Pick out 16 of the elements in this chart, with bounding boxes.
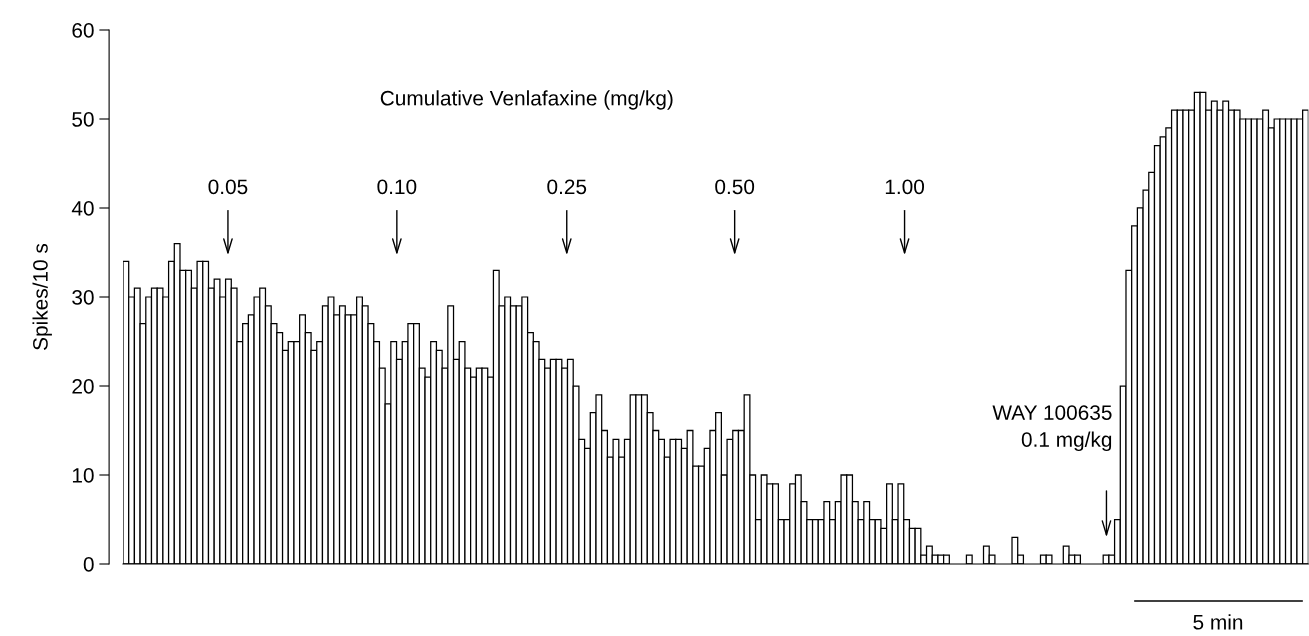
y-tick-label: 0 (83, 557, 94, 572)
annotation: 0.10 (377, 179, 417, 195)
y-tick-label: 10 (72, 468, 94, 483)
y-tick-label: 30 (72, 290, 94, 305)
annotation: WAY 100635 0.1 mg/kg (992, 405, 1112, 452)
text: 5 min (1193, 614, 1243, 630)
y-tick-label: 40 (71, 201, 94, 216)
y-tick-label: 20 (72, 379, 94, 394)
y-tick-label: 50 (72, 112, 94, 127)
annotation: 1.00 (885, 179, 925, 195)
annotation: 0.25 (547, 179, 587, 195)
y-tick-label: 60 (72, 23, 94, 38)
y-axis-title: Spikes/10 s (32, 243, 52, 350)
annotation: Cumulative Venlafaxine (mg/kg) (380, 90, 673, 110)
annotation: 0.05 (208, 179, 248, 195)
annotation: 0.50 (715, 179, 755, 195)
